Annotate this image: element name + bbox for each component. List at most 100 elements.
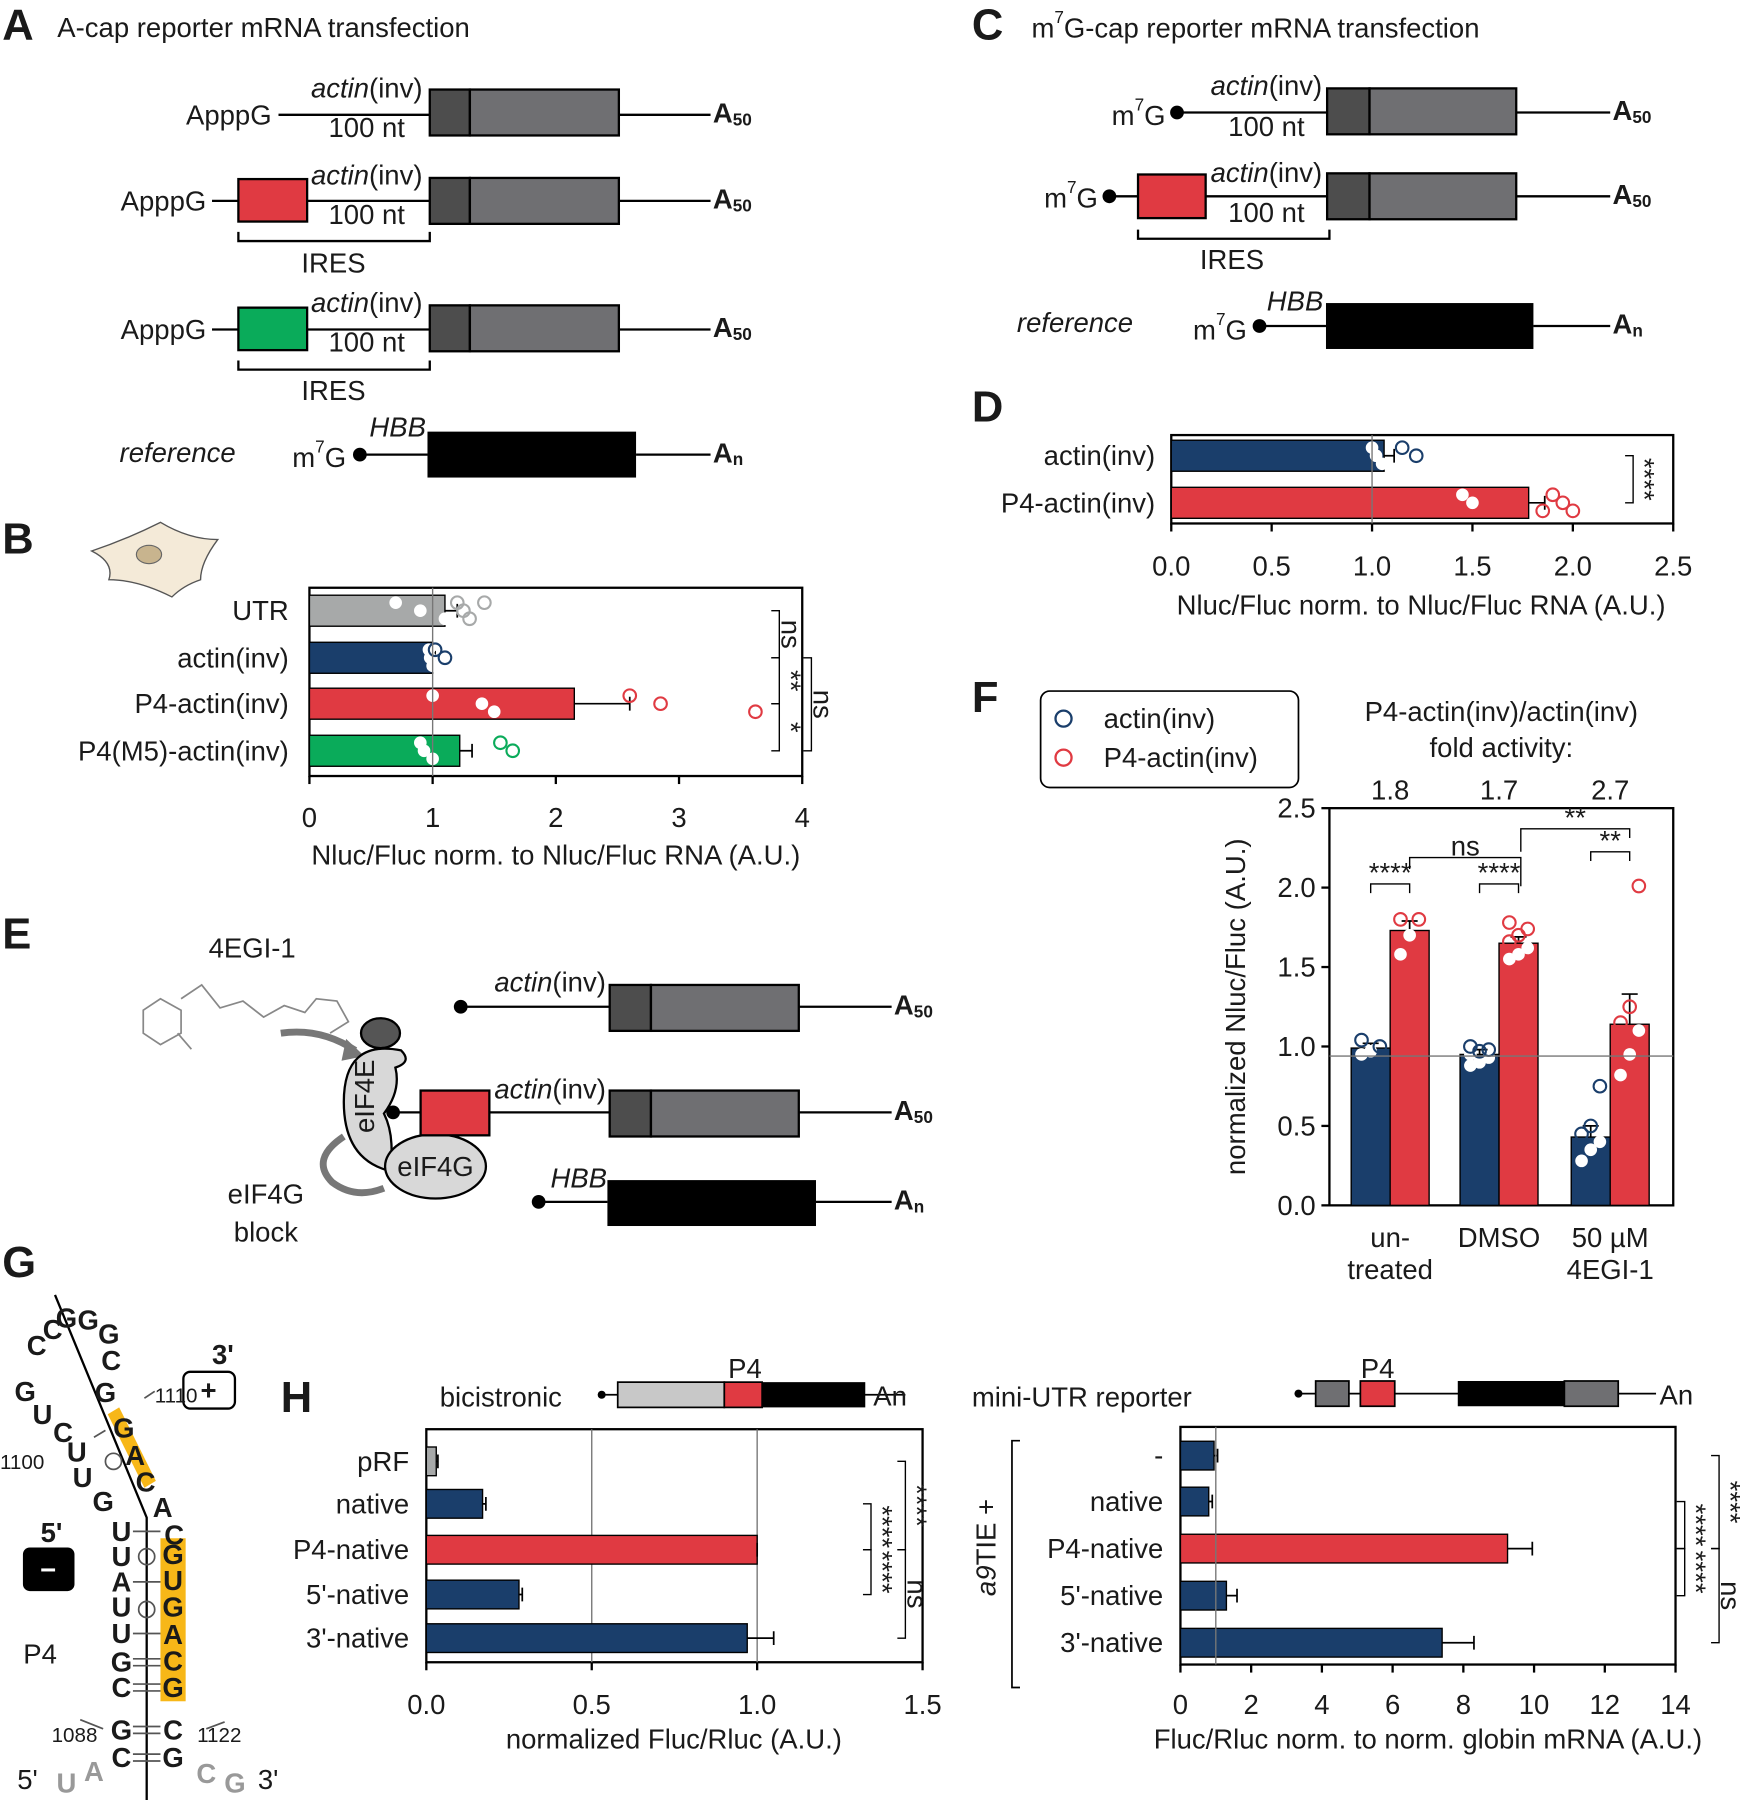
x-tick-label: 4	[795, 802, 810, 833]
data-point	[1614, 1068, 1627, 1082]
data-point	[1631, 878, 1647, 894]
data-point	[1403, 928, 1416, 942]
bar	[308, 687, 576, 720]
inset-label: An	[873, 1380, 907, 1411]
utr-suffix: (inv)	[369, 72, 422, 103]
x-tick-label: 0.0	[407, 1689, 445, 1720]
significance-label: **	[1565, 802, 1587, 833]
error-bar	[1507, 1541, 1534, 1556]
data-point	[1512, 948, 1525, 961]
length: 100 nt	[329, 327, 406, 358]
panel-label: A	[2, 1, 33, 49]
data-point	[417, 744, 431, 758]
legend-label: actin(inv)	[1104, 703, 1216, 734]
cap-m: m	[1193, 314, 1216, 345]
x-tick-label: 1	[425, 802, 440, 833]
data-point	[1372, 1039, 1388, 1054]
nucleotide: U	[163, 1565, 183, 1596]
inset-label: P4	[1361, 1353, 1395, 1384]
significance-label: **	[775, 670, 806, 692]
error-bar	[459, 743, 473, 758]
nucleotide: C	[27, 1330, 47, 1361]
significance-bracket	[897, 1549, 907, 1639]
y-tick-label: 0.5	[1277, 1110, 1315, 1141]
utr: actin(inv)	[1211, 69, 1323, 100]
x-tick-label: 4EGI-1	[1567, 1254, 1654, 1285]
utr-gene: actin	[494, 966, 552, 997]
utr-gene: actin	[311, 159, 369, 190]
panel-letters: A B C D E F G H	[2, 1, 1003, 1422]
significance-label: ns	[807, 690, 838, 719]
ref-gene: HBB	[1267, 285, 1324, 316]
panel-label: B	[2, 516, 33, 564]
reference: reference	[120, 437, 236, 468]
poly-a: A50	[713, 183, 752, 215]
utr: actin(inv)	[311, 72, 423, 103]
panel-title: m7G-cap reporter mRNA transfection	[1031, 7, 1479, 43]
nucleotide: C	[164, 1519, 184, 1550]
nucleotide: A	[112, 1566, 132, 1597]
ires: IRES	[301, 247, 365, 278]
significance-bracket	[1590, 851, 1631, 861]
inset-label: P4	[728, 1353, 762, 1384]
bar	[1179, 1627, 1443, 1658]
fold-activity: 1.8	[1371, 774, 1409, 805]
x-tick-label: 12	[1590, 1689, 1621, 1720]
utr-suffix: (inv)	[1269, 157, 1322, 188]
category-label: P4-actin(inv)	[1001, 487, 1155, 518]
significance-label: ns	[1451, 831, 1480, 862]
data-point	[1565, 503, 1581, 519]
x-tick-label: DMSO	[1458, 1222, 1540, 1253]
cap-g: G	[1226, 314, 1247, 345]
error-bar	[1208, 1494, 1214, 1509]
header: fold activity:	[1430, 732, 1574, 763]
significance-label: ns	[1715, 1581, 1742, 1610]
poly-a-base: A	[894, 1184, 914, 1215]
x-tick-label: 4	[1314, 1689, 1329, 1720]
nucleotide: C	[163, 1714, 183, 1745]
bar	[308, 641, 434, 674]
data-point	[1411, 912, 1427, 927]
utr-suffix: (inv)	[369, 159, 422, 190]
significance-bracket	[771, 703, 781, 752]
plot-frame	[1170, 433, 1675, 525]
significance-label: ****	[867, 1551, 898, 1594]
poly-a-base: A	[713, 183, 733, 214]
bar	[1498, 942, 1539, 1207]
nucleotide: U	[112, 1592, 132, 1623]
poly-a-base: A	[894, 989, 914, 1020]
utr-gene: actin	[311, 286, 369, 317]
significance-label: *	[775, 722, 806, 733]
reference: reference	[1017, 307, 1133, 338]
nucleotide: C	[112, 1672, 132, 1703]
poly-a-sub: 50	[914, 1107, 933, 1127]
category-label: -	[1154, 1440, 1163, 1471]
poly-a: An	[1612, 308, 1642, 340]
fold-activity: 2.7	[1591, 774, 1629, 805]
nucleotide: G	[111, 1647, 132, 1678]
drug-name: 4EGI-1	[209, 933, 296, 964]
cap-sup: 7	[1067, 177, 1077, 197]
cap: ApppG	[121, 314, 207, 345]
cell-icon	[89, 521, 220, 598]
ref-cap: m7G	[292, 437, 346, 473]
category-label: P4(M5)-actin(inv)	[78, 735, 289, 766]
data-point	[1575, 1154, 1588, 1168]
nucleotide: G	[162, 1672, 183, 1703]
data-point	[1622, 999, 1638, 1015]
poly-a: A50	[713, 312, 752, 344]
data-point	[1394, 948, 1407, 961]
data-point	[1583, 1118, 1599, 1134]
data-point	[1466, 496, 1479, 510]
cap-g: G	[1144, 99, 1165, 130]
significance-label: ****	[1681, 1551, 1712, 1594]
x-tick-label: un-	[1370, 1222, 1410, 1253]
data-point	[1574, 1126, 1589, 1142]
significance-label: ****	[867, 1505, 898, 1548]
data-point	[1555, 495, 1571, 511]
error-bar	[1442, 1635, 1475, 1650]
title-rest: G-cap reporter mRNA transfection	[1064, 12, 1480, 43]
bar	[1179, 1486, 1210, 1517]
error-bar	[1621, 993, 1638, 1025]
length: 100 nt	[329, 199, 406, 230]
